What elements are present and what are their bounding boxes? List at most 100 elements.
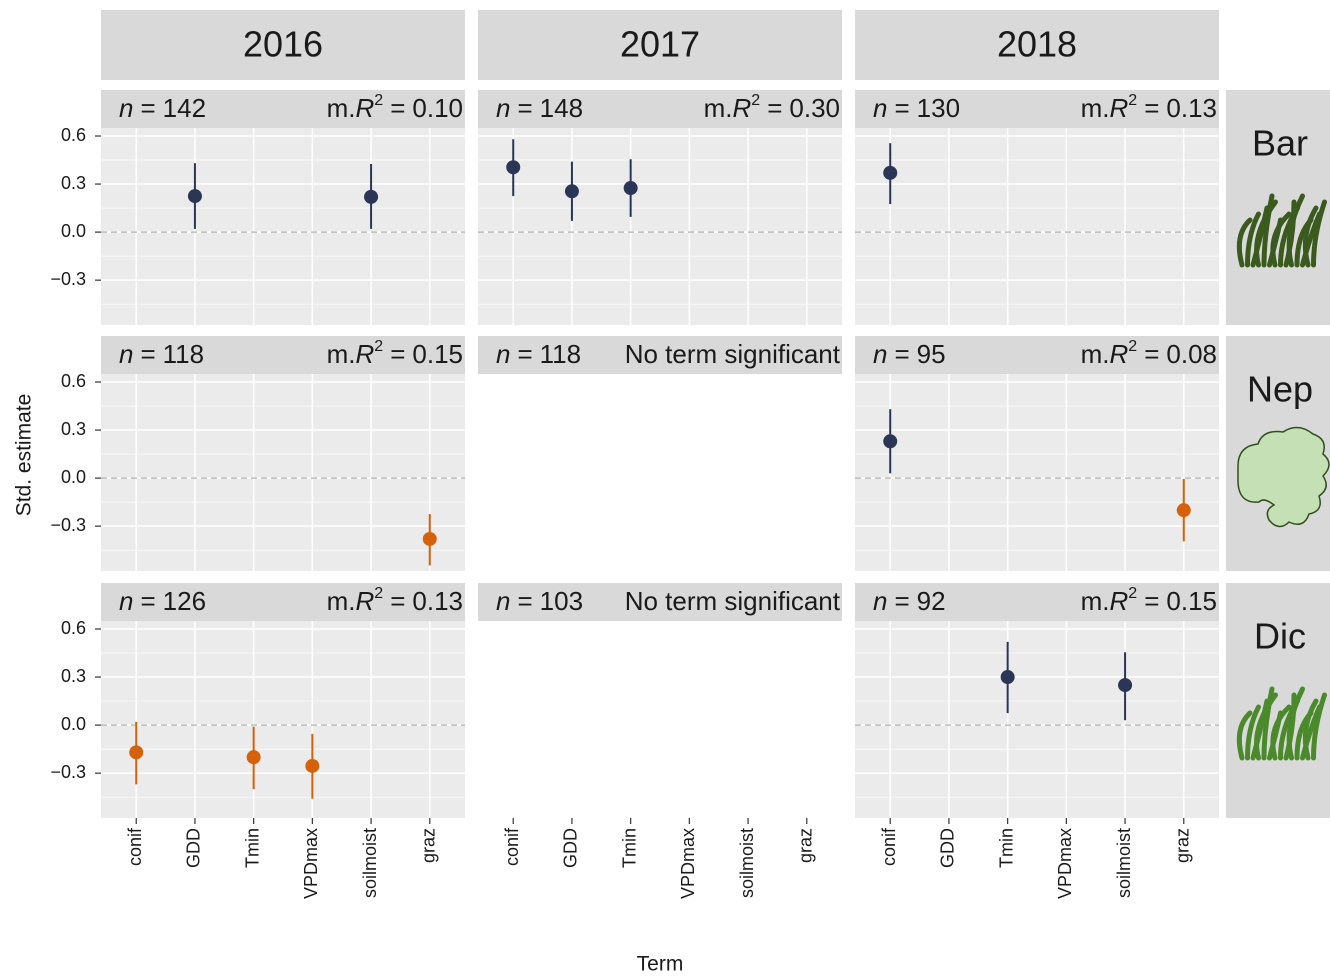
fit-value: 0.30 (789, 93, 840, 123)
n-value: 92 (917, 586, 946, 616)
y-tick-label: 0.0 (61, 714, 86, 734)
point (188, 189, 202, 203)
panel-n-label: n=126 (119, 586, 206, 616)
panel-fit-label: m.R2 =0.13 (1081, 92, 1217, 123)
equals: = (767, 93, 782, 123)
column-strip-label: 2018 (997, 24, 1077, 65)
x-tick-label: Tmin (619, 828, 639, 868)
fit-prefix: m. (704, 93, 733, 123)
x-tick-label: soilmoist (1114, 828, 1134, 898)
panel-n-label: n=103 (496, 586, 583, 616)
n-symbol: n (873, 93, 887, 123)
y-tick-label: −0.3 (50, 515, 86, 535)
y-tick-label: 0.0 (61, 467, 86, 487)
equals: = (1144, 586, 1159, 616)
panel-background (478, 128, 842, 325)
row-strip-label: Nep (1247, 369, 1313, 410)
point (129, 745, 143, 759)
fit-value: 0.15 (412, 339, 463, 369)
n-value: 118 (540, 339, 581, 369)
x-tick-label: VPDmax (678, 828, 698, 899)
fit-exponent: 2 (374, 585, 383, 602)
n-symbol: n (496, 93, 510, 123)
row-strip-label: Bar (1252, 123, 1308, 164)
fit-exponent: 2 (1128, 338, 1137, 355)
point (247, 750, 261, 764)
y-tick-label: −0.3 (50, 762, 86, 782)
fit-value: 0.15 (1166, 586, 1217, 616)
equals: = (1144, 339, 1159, 369)
panel-n-label: n=130 (873, 93, 960, 123)
fit-symbol: R (1110, 93, 1129, 123)
panel-fit-label: m.R2 =0.15 (1081, 585, 1217, 616)
x-tick-label: graz (1173, 828, 1193, 863)
n-symbol: n (496, 339, 510, 369)
fit-prefix: m. (1081, 339, 1110, 369)
fit-prefix: m. (327, 339, 356, 369)
fit-symbol: R (733, 93, 752, 123)
y-axis-title: Std. estimate (13, 394, 36, 517)
fit-exponent: 2 (1128, 92, 1137, 109)
fit-prefix: m. (1081, 93, 1110, 123)
n-value: 148 (540, 93, 583, 123)
equals: = (390, 586, 405, 616)
panel-fit-label: m.R2 =0.30 (704, 92, 840, 123)
point (883, 434, 897, 448)
column-strip-label: 2016 (243, 24, 323, 65)
x-tick-label: VPDmax (1055, 828, 1075, 899)
fit-exponent: 2 (1128, 585, 1137, 602)
point (1177, 503, 1191, 517)
panel-background (855, 128, 1219, 325)
panel-fit-label: m.R2=0.13 (327, 585, 463, 616)
y-tick-label: 0.3 (61, 419, 86, 439)
panel-fit-label: m.R2=0.15 (327, 338, 463, 369)
y-tick-label: −0.3 (50, 269, 86, 289)
fit-value: 0.08 (1166, 339, 1217, 369)
fit-prefix: m. (327, 586, 356, 616)
point (305, 759, 319, 773)
equals: = (517, 93, 532, 123)
x-tick-label: graz (796, 828, 816, 863)
x-axis-title: Term (637, 953, 684, 976)
n-symbol: n (119, 586, 133, 616)
equals: = (894, 93, 909, 123)
point (506, 160, 520, 174)
x-tick-label: GDD (184, 828, 204, 868)
panel-n-label: n= 148 (496, 93, 583, 123)
fit-symbol: R (356, 93, 375, 123)
panel-n-label: n=92 (873, 586, 946, 616)
x-tick-label: soilmoist (360, 828, 380, 898)
x-tick-label: Tmin (242, 828, 262, 868)
x-tick-label: VPDmax (301, 828, 321, 899)
equals: = (1144, 93, 1159, 123)
y-tick-label: 0.6 (61, 618, 86, 638)
x-tick-label: conif (502, 827, 522, 866)
panel-background (101, 621, 465, 818)
n-symbol: n (119, 339, 133, 369)
equals: = (517, 339, 532, 369)
point (364, 190, 378, 204)
panel-note: No term significant (625, 586, 841, 616)
y-tick-label: 0.0 (61, 221, 86, 241)
panel-background (101, 128, 465, 325)
fit-exponent: 2 (751, 92, 760, 109)
equals: = (390, 93, 405, 123)
fit-symbol: R (1110, 586, 1129, 616)
x-tick-label: Tmin (996, 828, 1016, 868)
fit-exponent: 2 (374, 92, 383, 109)
column-strip-label: 2017 (620, 24, 700, 65)
point (624, 181, 638, 195)
equals: = (140, 586, 155, 616)
n-value: 103 (540, 586, 583, 616)
panel-background (855, 621, 1219, 818)
panel-background (101, 374, 465, 571)
fit-prefix: m. (327, 93, 356, 123)
fit-value: 0.13 (1166, 93, 1217, 123)
panel-n-label: n=95 (873, 339, 946, 369)
panel-fit-label: m.R2=0.08 (1081, 338, 1217, 369)
x-tick-label: GDD (938, 828, 958, 868)
equals: = (140, 93, 155, 123)
fit-prefix: m. (1081, 586, 1110, 616)
y-tick-label: 0.3 (61, 666, 86, 686)
point (883, 166, 897, 180)
